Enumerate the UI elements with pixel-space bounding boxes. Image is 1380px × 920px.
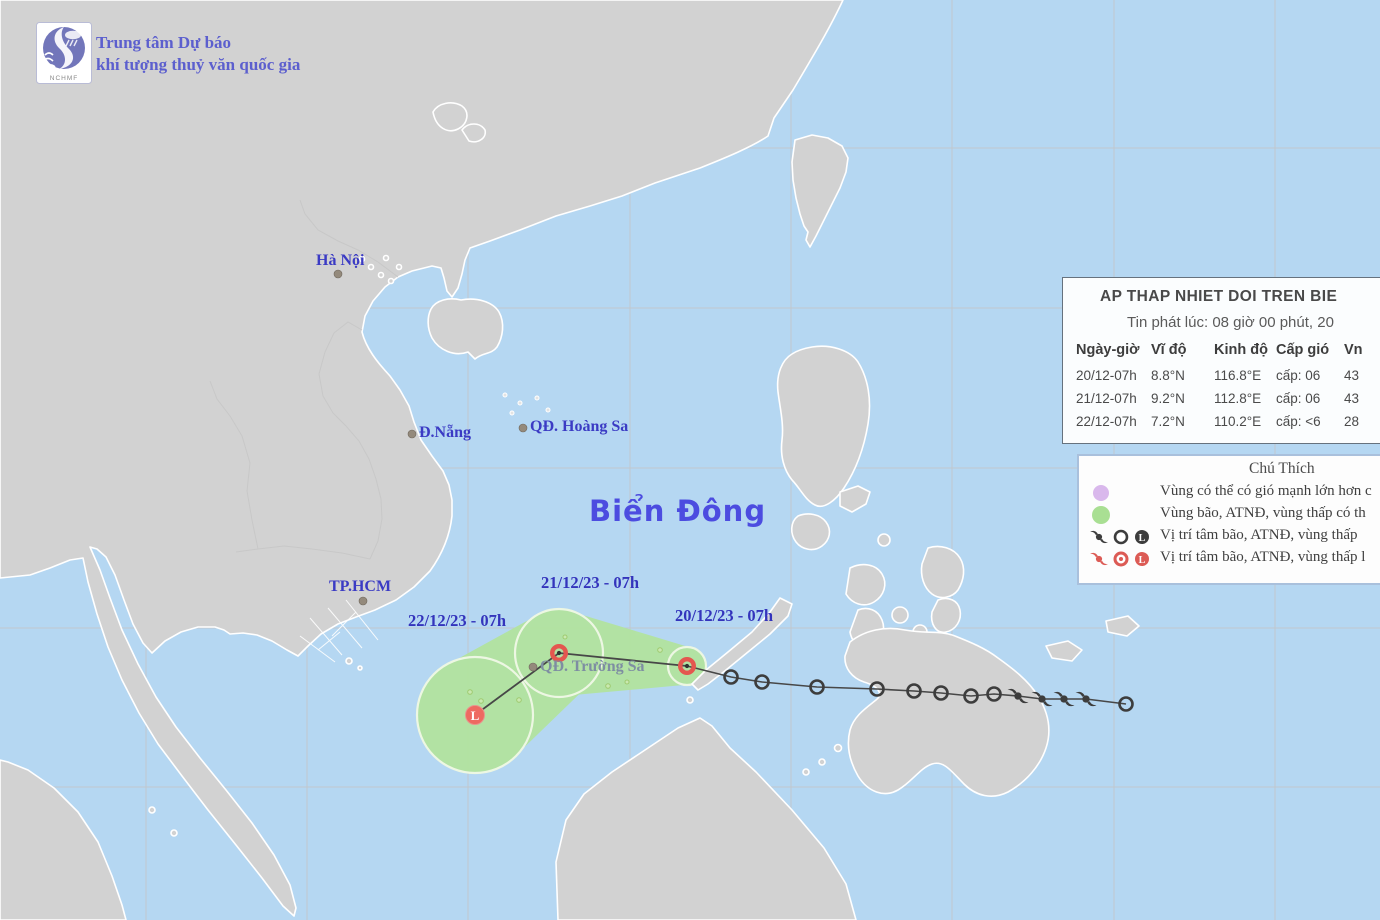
circle-current-icon (1113, 551, 1129, 567)
svg-text:L: L (1139, 533, 1146, 544)
place-dot (333, 269, 343, 279)
logo-caption: NCHMF (50, 75, 78, 82)
circle-past-icon (1113, 529, 1129, 545)
storm-info-issued: Tin phát lúc: 08 giờ 00 phút, 20 (1127, 314, 1334, 331)
land-borneo (555, 717, 857, 920)
storm-symbol-circle (723, 669, 739, 685)
legend-box: Chú Thích L L Vùng có thể có gió mạnh lớ… (1077, 454, 1380, 585)
land-palawan (691, 597, 793, 691)
storm-symbol-circle (754, 674, 770, 690)
storm-symbol-circle (809, 679, 825, 695)
land-mainland-asia (0, 0, 844, 917)
land-leyte (930, 597, 962, 634)
agency-name: Trung tâm Dự báo khí tượng thuỷ văn quốc… (96, 32, 300, 76)
table-cell: 112.8°E (1214, 391, 1262, 406)
table-row: 21/12-07h 9.2°N 112.8°E cấp: 06 43 (1076, 391, 1380, 406)
nchmf-logo: NCHMF (36, 22, 92, 84)
storm-info-title: AP THAP NHIET DOI TREN BIE (1100, 288, 1338, 305)
storm-track-symbols: L (465, 644, 1134, 725)
storm-symbol-circle (869, 681, 885, 697)
city-dots (333, 269, 538, 672)
table-cell: 110.2°E (1214, 414, 1262, 429)
legend-title: Chú Thích (1249, 460, 1315, 477)
purple-area-icon (1093, 485, 1109, 501)
table-col-header: Ngày-giờ (1076, 342, 1140, 358)
table-cell: 20/12-07h (1076, 368, 1137, 383)
typhoon-past-icon (1090, 530, 1108, 544)
table-cell: 43 (1344, 368, 1360, 383)
table-col-header: Kinh độ (1214, 342, 1268, 358)
svg-text:L: L (471, 708, 480, 723)
paracel-islets (502, 392, 551, 416)
legend-item-green: Vùng bão, ATNĐ, vùng thấp có th (1160, 505, 1366, 521)
land-sumatra (0, 759, 127, 920)
table-cell: 9.2°N (1151, 391, 1185, 406)
table-cell: cấp: 06 (1276, 391, 1321, 406)
agency-line1: Trung tâm Dự báo (96, 33, 232, 52)
storm-symbol-circle (906, 683, 922, 699)
landmasses (0, 0, 1140, 920)
low-past-icon: L (1135, 530, 1149, 544)
agency-line2: khí tượng thuỷ văn quốc gia (96, 55, 301, 74)
legend-symbols: L L (1090, 485, 1149, 567)
place-dot (528, 662, 538, 672)
land-samar (920, 545, 965, 599)
place-dot (407, 429, 417, 439)
storm-symbol-circle (963, 688, 979, 704)
place-dot (358, 596, 368, 606)
forecast-zone-rings (415, 607, 708, 775)
table-cell: 28 (1344, 414, 1360, 429)
land-hongkong-islets (432, 102, 468, 132)
land-mindoro (790, 513, 831, 551)
table-cell: cấp: 06 (1276, 368, 1321, 383)
legend-item-current: Vị trí tâm bão, ATNĐ, vùng thấp l (1160, 549, 1366, 565)
country-borders (209, 199, 399, 560)
table-cell: 7.2°N (1151, 414, 1185, 429)
table-col-header: Vn (1344, 342, 1363, 358)
storm-symbol-circle (986, 686, 1002, 702)
table-col-header: Cấp gió (1276, 342, 1330, 358)
table-cell: 22/12-07h (1076, 414, 1137, 429)
land-mindanao (844, 627, 1050, 797)
storm-info-box: AP THAP NHIET DOI TREN BIE Tin phát lúc:… (1062, 277, 1380, 444)
delta-borders (299, 599, 379, 663)
table-cell: 116.8°E (1214, 368, 1262, 383)
low-current-icon: L (1135, 552, 1149, 566)
storm-symbol-circle (933, 685, 949, 701)
storm-symbol-circle (1118, 696, 1134, 712)
typhoon-current-icon (1090, 552, 1108, 566)
table-cell: 8.8°N (1151, 368, 1185, 383)
land-hainan (427, 298, 504, 360)
land-taiwan (791, 134, 849, 248)
legend-item-purple: Vùng có thể có gió mạnh lớn hơn c (1160, 483, 1372, 499)
svg-text:L: L (1139, 555, 1146, 566)
place-dot (518, 423, 528, 433)
storm-symbol-red-low (465, 705, 485, 725)
storm-table-header: Ngày-giờ Vĩ độ Kinh độ Cấp gió Vn (1076, 342, 1380, 358)
storm-symbol-red-ring (678, 657, 697, 676)
table-cell: cấp: <6 (1276, 414, 1321, 429)
legend-item-past: Vị trí tâm bão, ATNĐ, vùng thấp (1160, 527, 1358, 543)
table-row: 22/12-07h 7.2°N 110.2°E cấp: <6 28 (1076, 414, 1380, 429)
storm-symbol-red-ring (550, 644, 569, 663)
land-luzon (776, 345, 871, 507)
land-panay (845, 563, 886, 606)
table-row: 20/12-07h 8.8°N 116.8°E cấp: 06 43 (1076, 368, 1380, 383)
table-col-header: Vĩ độ (1151, 342, 1187, 358)
table-cell: 21/12-07h (1076, 391, 1137, 406)
green-area-icon (1092, 506, 1110, 524)
table-cell: 43 (1344, 391, 1360, 406)
